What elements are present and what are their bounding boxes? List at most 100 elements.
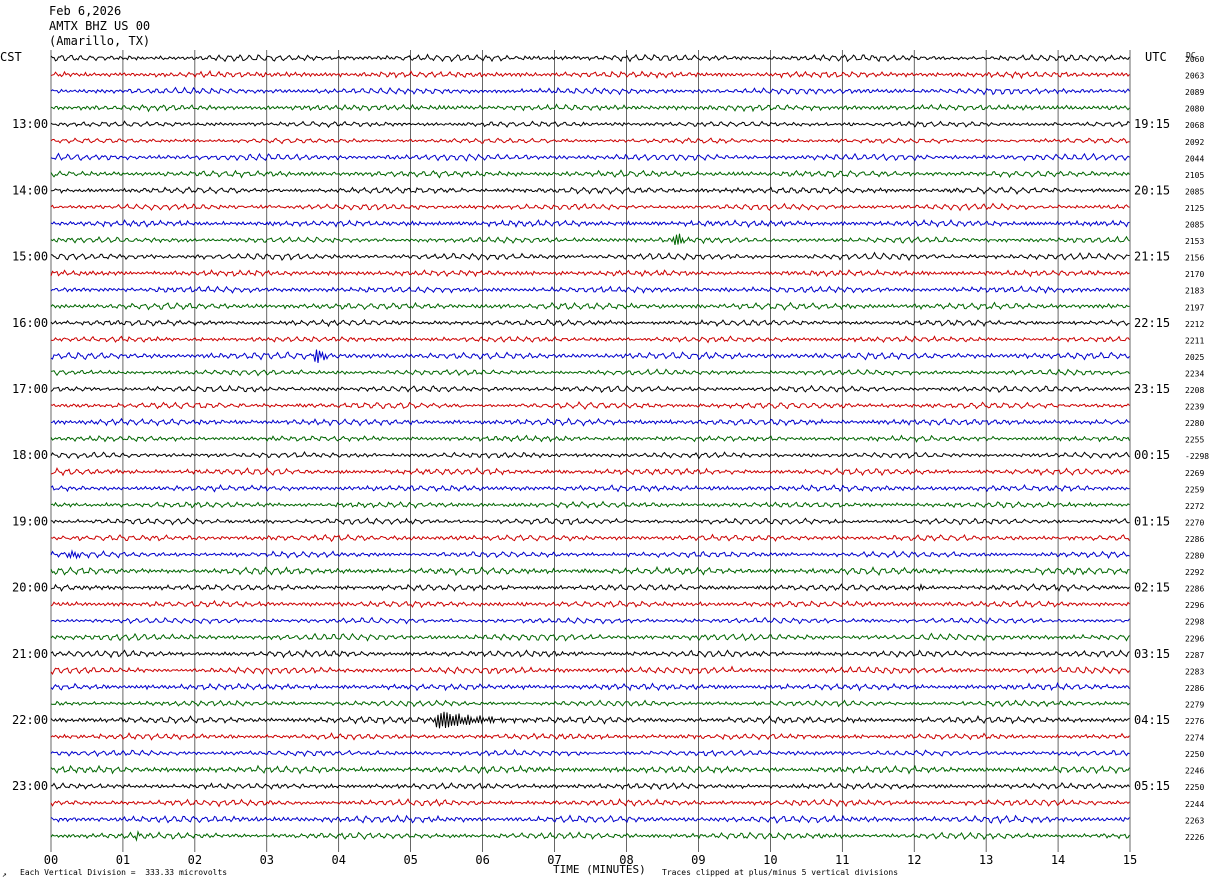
cst-hour-label: 18:00	[12, 448, 48, 462]
x-axis-title: TIME (MINUTES)	[553, 863, 646, 876]
x-tick-label: 10	[763, 853, 777, 867]
trace-row	[50, 301, 1130, 311]
dc-offset-label: 2125	[1185, 204, 1204, 213]
x-tick-label: 01	[116, 853, 130, 867]
x-tick-label: 03	[260, 853, 274, 867]
trace-row	[50, 616, 1130, 625]
trace-row	[50, 349, 1130, 364]
corner-mark: ↗	[2, 870, 7, 879]
cst-hour-label: 20:00	[12, 581, 48, 595]
trace-row	[50, 233, 1130, 245]
x-tick-label: 15	[1123, 853, 1137, 867]
trace-row	[50, 434, 1130, 443]
x-tick-label: 00	[44, 853, 58, 867]
trace-row	[50, 483, 1130, 493]
trace-row	[50, 517, 1130, 526]
dc-offset-label: 2263	[1185, 816, 1204, 825]
x-tick-label: 06	[475, 853, 489, 867]
clip-note: Traces clipped at plus/minus 5 vertical …	[662, 868, 899, 877]
dc-offset-label: 2286	[1185, 684, 1204, 693]
dc-offset-label: 2234	[1185, 369, 1204, 378]
trace-row	[50, 665, 1130, 675]
dc-offset-label: 2208	[1185, 386, 1204, 395]
trace-row	[50, 120, 1130, 128]
cst-hour-label: 23:00	[12, 779, 48, 793]
trace-row	[50, 202, 1130, 212]
trace-row	[50, 649, 1130, 659]
trace-row	[50, 732, 1130, 741]
utc-hour-label: 05:15	[1134, 779, 1170, 793]
dc-offset-label: 2287	[1185, 651, 1204, 660]
trace-row	[50, 152, 1130, 162]
trace-row	[50, 599, 1130, 609]
cst-hour-label: 14:00	[12, 183, 48, 197]
dc-offset-label: 2068	[1185, 121, 1204, 130]
x-tick-label: 08	[619, 853, 633, 867]
cst-hour-label: 13:00	[12, 117, 48, 131]
dc-offset-label: 2269	[1185, 469, 1204, 478]
dc-offset-label: 2239	[1185, 403, 1204, 412]
dc-offset-label: 2244	[1185, 800, 1204, 809]
utc-hour-label: 20:15	[1134, 183, 1170, 197]
minute-grid	[50, 50, 1131, 852]
dc-offset-label: 2296	[1185, 601, 1204, 610]
date-label: Feb 6,2026	[49, 4, 122, 18]
trace-row	[50, 169, 1130, 179]
trace-row	[50, 565, 1130, 577]
dc-offset-label: 2044	[1185, 154, 1204, 163]
trace-row	[50, 748, 1130, 758]
dc-offset-label: 2183	[1185, 287, 1204, 296]
trace-row	[50, 781, 1130, 791]
cst-hour-label: 16:00	[12, 316, 48, 330]
trace-row	[50, 219, 1130, 229]
trace-row	[50, 285, 1130, 294]
location-label: (Amarillo, TX)	[49, 34, 151, 48]
trace-row	[50, 814, 1130, 825]
dc-offset-label: 2080	[1185, 105, 1204, 114]
trace-row	[50, 53, 1130, 63]
dc-offset-label: 2170	[1185, 270, 1204, 279]
dc-offset-label: 2296	[1185, 634, 1204, 643]
dc-offset-label: 2250	[1185, 783, 1204, 792]
dc-offset-label: 2105	[1185, 171, 1204, 180]
x-tick-label: 11	[835, 853, 849, 867]
trace-row	[50, 401, 1130, 410]
dc-offset-label: 2226	[1185, 833, 1204, 842]
cst-label: CST	[0, 50, 22, 64]
dc-offset-label: 2211	[1185, 336, 1204, 345]
dc-offset-label: 2255	[1185, 436, 1204, 445]
trace-row	[50, 450, 1130, 460]
trace-row	[50, 86, 1130, 96]
scale-note: Each Vertical Division = 333.33 microvol…	[20, 868, 228, 877]
dc-offset-label: 2197	[1185, 303, 1204, 312]
cst-hour-label: 22:00	[12, 713, 48, 727]
trace-row	[50, 711, 1130, 729]
utc-hour-label: 00:15	[1134, 448, 1170, 462]
x-tick-label: 13	[979, 853, 993, 867]
cst-hour-label: 17:00	[12, 382, 48, 396]
dc-offset-label: 2063	[1185, 72, 1204, 81]
trace-row	[50, 368, 1130, 377]
utc-hour-label: 21:15	[1134, 250, 1170, 264]
dc-offset-label: 2085	[1185, 221, 1204, 230]
trace-row	[50, 137, 1130, 145]
dc-offset-label: 2092	[1185, 138, 1204, 147]
trace-row	[50, 467, 1130, 477]
trace-row	[50, 268, 1130, 278]
trace-row	[50, 186, 1130, 195]
dc-offset-label: 2283	[1185, 667, 1204, 676]
dc-offset-label: 2286	[1185, 585, 1204, 594]
utc-hour-label: 22:15	[1134, 316, 1170, 330]
dc-offset-label: 2280	[1185, 552, 1204, 561]
dc-offset-label: 2259	[1185, 485, 1204, 494]
x-tick-label: 05	[403, 853, 417, 867]
dc-offset-label: 2089	[1185, 88, 1204, 97]
x-tick-label: 12	[907, 853, 921, 867]
cst-hour-label: 15:00	[12, 250, 48, 264]
dc-offset-label: 2250	[1185, 750, 1204, 759]
dc-offset-label: 2279	[1185, 700, 1204, 709]
trace-row	[50, 632, 1130, 642]
dc-offset-label: -2298	[1185, 452, 1209, 461]
dc-offset-label: 2153	[1185, 237, 1204, 246]
